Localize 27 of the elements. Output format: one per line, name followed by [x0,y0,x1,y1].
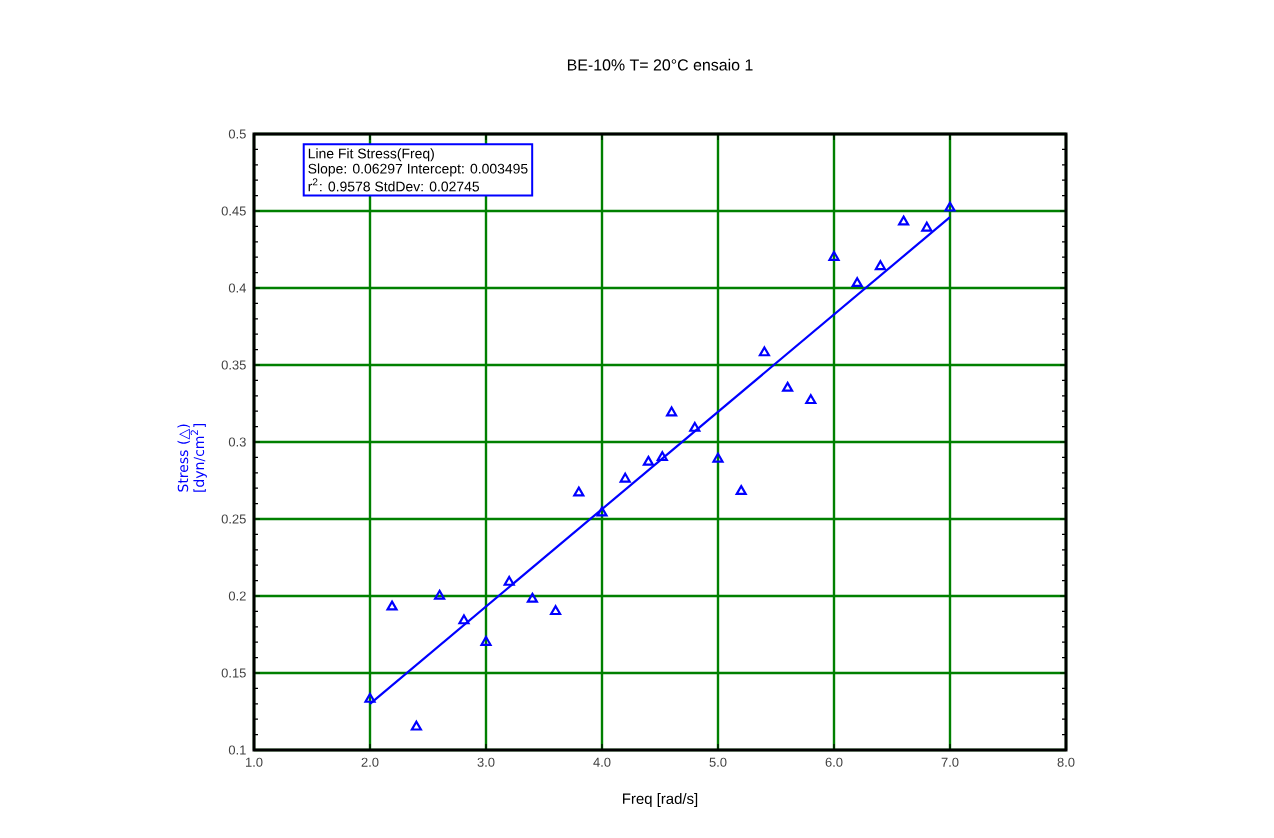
point [656,451,668,462]
point [434,589,446,600]
point [503,575,515,586]
point [874,260,886,271]
point [944,201,956,212]
point [712,452,724,463]
point [458,614,470,625]
point [828,250,840,261]
point [689,421,701,432]
point [642,455,654,466]
point [851,277,863,288]
point [386,600,398,611]
point [898,215,910,226]
point [364,692,376,703]
point [410,720,422,731]
point [735,485,747,495]
point [573,486,585,497]
point [805,394,817,405]
point [480,635,492,646]
point [619,472,631,483]
point [758,346,770,357]
point [782,381,794,392]
point [550,605,562,616]
point [526,592,538,603]
point [666,406,678,417]
point [921,221,933,232]
point [596,506,608,517]
